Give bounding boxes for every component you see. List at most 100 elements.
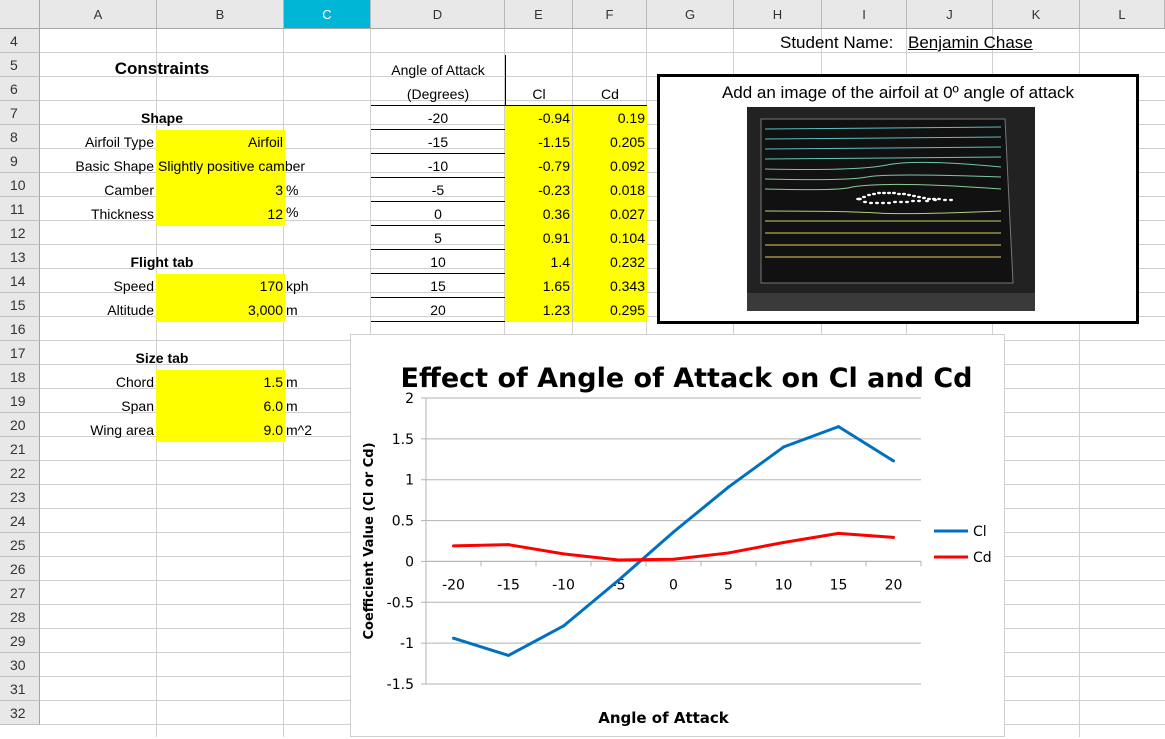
x-tick-label: 0 (669, 577, 678, 593)
row-header-9[interactable]: 9 (0, 149, 40, 173)
aoa-cell[interactable]: 5 (371, 226, 505, 250)
column-header-f[interactable]: F (573, 0, 647, 28)
row-header-16[interactable]: 16 (0, 317, 40, 341)
cl-header: Cl (532, 86, 546, 102)
thickness-cell[interactable]: 12 (156, 202, 285, 226)
row-header-4[interactable]: 4 (0, 29, 40, 53)
row-header-24[interactable]: 24 (0, 509, 40, 533)
column-header-c[interactable]: C (284, 0, 371, 28)
aoa-cell[interactable]: 0 (371, 202, 505, 226)
cl-cell[interactable]: 1.23 (505, 298, 573, 322)
wing-area-cell[interactable]: 9.0 (156, 418, 285, 442)
row-header-12[interactable]: 12 (0, 221, 40, 245)
cd-cell[interactable]: 0.205 (573, 130, 647, 154)
cd-cell[interactable]: 0.343 (573, 274, 647, 298)
aoa-cell[interactable]: 10 (371, 250, 505, 274)
cl-cell[interactable]: -0.94 (505, 106, 573, 130)
y-tick-label: -1.5 (387, 677, 414, 693)
cd-cell[interactable]: 0.027 (573, 202, 647, 226)
y-tick-label: 2 (405, 391, 414, 407)
column-header-j[interactable]: J (907, 0, 993, 28)
row-header-26[interactable]: 26 (0, 557, 40, 581)
cl-cell[interactable]: -0.79 (505, 154, 573, 178)
airfoil-flow-image[interactable] (747, 107, 1035, 311)
column-header-a[interactable]: A (40, 0, 157, 28)
line-chart[interactable]: Effect of Angle of Attack on Cl and Cd2 1… (351, 335, 1004, 736)
camber-cell[interactable]: 3 (156, 178, 285, 202)
data-point-cl (672, 530, 675, 534)
row-header-19[interactable]: 19 (0, 389, 40, 413)
row-header-28[interactable]: 28 (0, 605, 40, 629)
cl-cell[interactable]: -0.23 (505, 178, 573, 202)
chart-container[interactable]: Effect of Angle of Attack on Cl and Cd 2 1… (350, 334, 1005, 737)
x-tick-label: 5 (724, 577, 733, 593)
row-header-14[interactable]: 14 (0, 269, 40, 293)
altitude-cell[interactable]: 3,000 (156, 298, 285, 322)
cl-cell[interactable]: 0.36 (505, 202, 573, 226)
aoa-cell[interactable]: -20 (371, 106, 505, 130)
column-header-d[interactable]: D (371, 0, 505, 28)
column-header-h[interactable]: H (734, 0, 822, 28)
aoa-cell[interactable]: 15 (371, 274, 505, 298)
cl-cell[interactable]: 1.4 (505, 250, 573, 274)
speed-cell[interactable]: 170 (156, 274, 285, 298)
cd-cell[interactable]: 0.232 (573, 250, 647, 274)
cd-cell[interactable]: 0.19 (573, 106, 647, 130)
row-header-25[interactable]: 25 (0, 533, 40, 557)
data-point-cl (562, 624, 565, 628)
row-header-21[interactable]: 21 (0, 437, 40, 461)
row-header-5[interactable]: 5 (0, 53, 40, 77)
aoa-header-line2: (Degrees) (406, 86, 470, 102)
camber-unit: % (286, 182, 299, 198)
cl-cell[interactable]: 1.65 (505, 274, 573, 298)
data-point-cd (782, 540, 785, 544)
row-header-27[interactable]: 27 (0, 581, 40, 605)
row-header-29[interactable]: 29 (0, 629, 40, 653)
y-tick-label: 0.5 (392, 514, 414, 530)
row-header-20[interactable]: 20 (0, 413, 40, 437)
row-header-22[interactable]: 22 (0, 461, 40, 485)
row-header-7[interactable]: 7 (0, 101, 40, 125)
row-header-6[interactable]: 6 (0, 77, 40, 101)
row-header-30[interactable]: 30 (0, 653, 40, 677)
column-header-e[interactable]: E (505, 0, 573, 28)
row-header-18[interactable]: 18 (0, 365, 40, 389)
column-header-l[interactable]: L (1080, 0, 1165, 28)
column-header-g[interactable]: G (647, 0, 734, 28)
row-header-32[interactable]: 32 (0, 701, 40, 725)
cd-cell[interactable]: 0.018 (573, 178, 647, 202)
aoa-cell[interactable]: -5 (371, 178, 505, 202)
basic-shape-cell[interactable]: Slightly positive camber (156, 154, 305, 178)
row-header-31[interactable]: 31 (0, 677, 40, 701)
row-header-13[interactable]: 13 (0, 245, 40, 269)
column-header-i[interactable]: I (822, 0, 907, 28)
cl-cell[interactable]: -1.15 (505, 130, 573, 154)
row-header-15[interactable]: 15 (0, 293, 40, 317)
airfoil-image-frame[interactable]: Add an image of the airfoil at 0º angle … (657, 74, 1139, 324)
cd-cell[interactable]: 0.295 (573, 298, 647, 322)
aoa-cell[interactable]: 20 (371, 298, 505, 322)
column-header-k[interactable]: K (993, 0, 1080, 28)
cl-cell[interactable]: 0.91 (505, 226, 573, 250)
student-name-value[interactable]: Benjamin Chase (908, 33, 1033, 52)
row-header-10[interactable]: 10 (0, 173, 40, 197)
y-tick-label: 1 (405, 473, 414, 489)
aoa-cell[interactable]: -10 (371, 154, 505, 178)
y-tick-label: -1 (400, 636, 414, 652)
column-header-b[interactable]: B (157, 0, 284, 28)
wind-tunnel-frame (760, 118, 1014, 284)
cd-cell[interactable]: 0.092 (573, 154, 647, 178)
airfoil-type-cell[interactable]: Airfoil (156, 130, 285, 154)
row-header-8[interactable]: 8 (0, 125, 40, 149)
select-all-corner[interactable] (0, 0, 40, 28)
aoa-cell[interactable]: -15 (371, 130, 505, 154)
span-label: Span (121, 398, 154, 414)
cd-cell[interactable]: 0.104 (573, 226, 647, 250)
span-cell[interactable]: 6.0 (156, 394, 285, 418)
row-header-17[interactable]: 17 (0, 341, 40, 365)
chord-cell[interactable]: 1.5 (156, 370, 285, 394)
cd-header: Cd (601, 86, 619, 102)
row-header-23[interactable]: 23 (0, 485, 40, 509)
data-point-cd (672, 557, 675, 561)
row-header-11[interactable]: 11 (0, 197, 40, 221)
